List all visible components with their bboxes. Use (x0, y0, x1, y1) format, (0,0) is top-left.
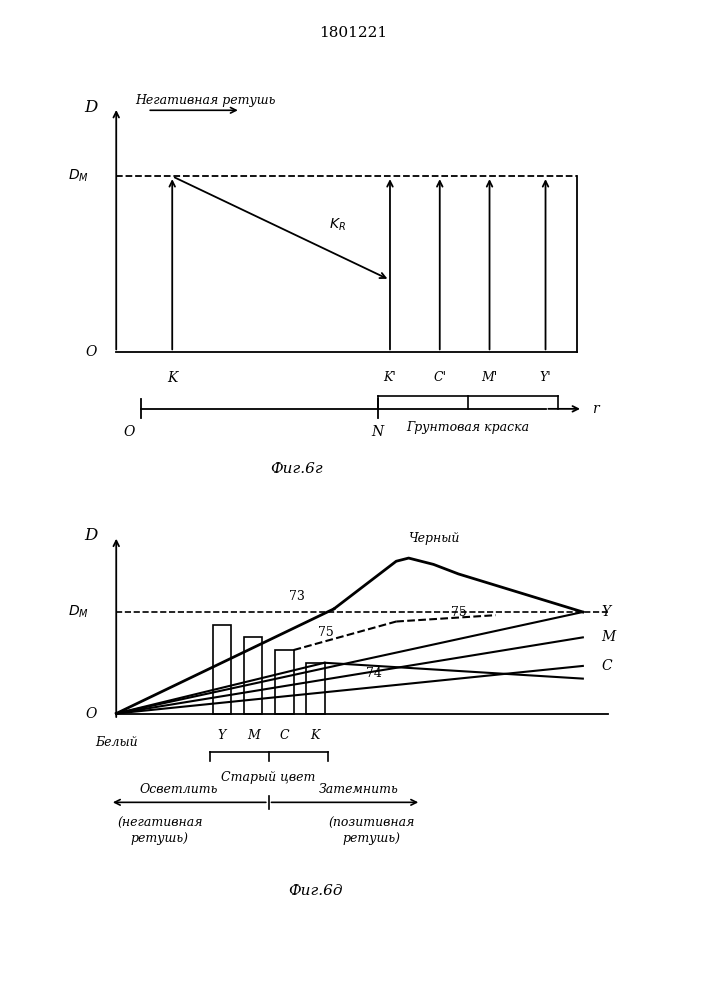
Text: (позитивная
ретушь): (позитивная ретушь) (328, 817, 414, 845)
Text: 75: 75 (318, 626, 334, 639)
Text: Фиг.6д: Фиг.6д (288, 884, 343, 898)
Text: N: N (371, 425, 384, 439)
Text: 74: 74 (366, 667, 382, 680)
Bar (275, 650, 293, 714)
Text: C: C (602, 659, 612, 673)
Text: Негативная ретушь: Негативная ретушь (135, 94, 275, 107)
Text: Черный: Черный (408, 532, 460, 545)
Text: D: D (85, 527, 98, 544)
Text: O: O (86, 345, 97, 359)
Text: 73: 73 (288, 590, 305, 603)
Text: K: K (167, 371, 177, 385)
Bar (244, 637, 262, 714)
Text: $D_M$: $D_M$ (69, 168, 89, 184)
Text: Y: Y (602, 605, 611, 619)
Text: C: C (279, 729, 289, 742)
Text: $K_R$: $K_R$ (329, 217, 346, 233)
Text: D: D (85, 99, 98, 116)
Text: Грунтовая краска: Грунтовая краска (407, 421, 530, 434)
Text: M': M' (481, 371, 498, 384)
Text: Осветлить: Осветлить (139, 783, 218, 796)
Bar (213, 625, 231, 714)
Text: Затемнить: Затемнить (319, 783, 399, 796)
Text: K': K' (384, 371, 397, 384)
Text: M: M (602, 630, 616, 644)
Text: K: K (310, 729, 320, 742)
Text: r: r (592, 402, 599, 416)
Text: Фиг.6г: Фиг.6г (270, 462, 323, 476)
Text: 1801221: 1801221 (320, 26, 387, 40)
Text: C': C' (433, 371, 446, 384)
Text: Y': Y' (539, 371, 551, 384)
Text: 75: 75 (450, 605, 467, 618)
Text: O: O (86, 707, 97, 721)
Text: Старый цвет: Старый цвет (221, 771, 316, 784)
Text: O: O (123, 425, 134, 439)
Text: $D_M$: $D_M$ (69, 604, 89, 620)
Text: Y: Y (218, 729, 226, 742)
Text: (негативная
ретушь): (негативная ретушь) (117, 817, 202, 845)
Text: M: M (247, 729, 259, 742)
Bar (306, 663, 325, 714)
Text: Белый: Белый (95, 736, 138, 749)
